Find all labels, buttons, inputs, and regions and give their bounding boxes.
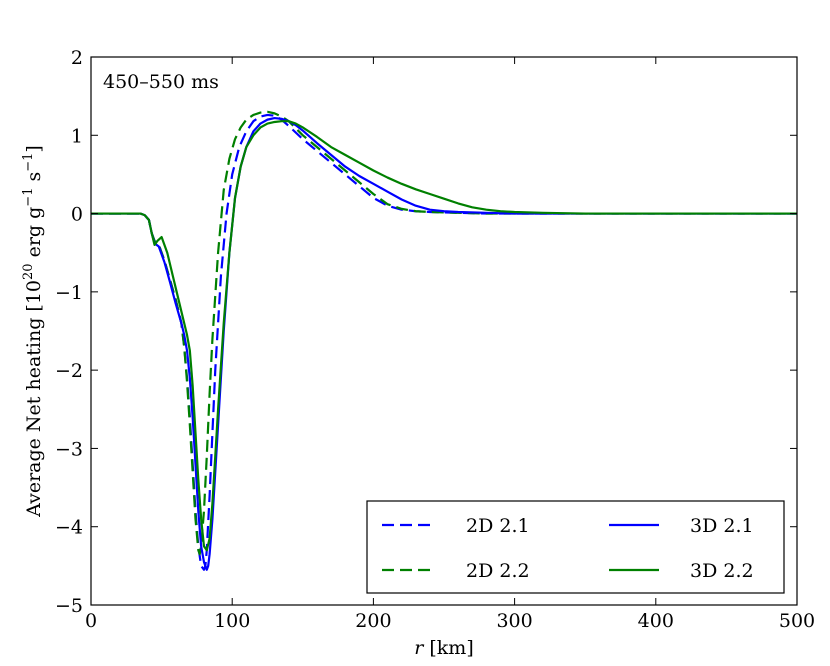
legend-label-2d-2-1: 2D 2.1 [466,515,530,537]
y-axis-label-exp1: 20 [21,263,36,280]
legend-label-3d-2-1: 3D 2.1 [690,515,754,537]
legend: 2D 2.1 2D 2.2 3D 2.1 3D 2.2 [366,500,785,594]
x-axis-label: r [km] [414,637,474,659]
x-tick-label: 500 [779,610,815,632]
series-layer [91,110,797,571]
y-axis-label: Average Net heating [1020 erg g−1 s−1] [21,145,45,518]
x-tick-label: 400 [638,610,674,632]
time-window-annotation: 450–550 ms [103,71,219,93]
x-axis-var: r [414,637,425,659]
x-tick-label: 200 [355,610,391,632]
y-axis-label-exp3: −1 [21,153,36,172]
y-axis-label-exp2: −1 [21,188,36,207]
y-tick-label: −1 [55,282,83,304]
y-tick-label: −4 [55,517,83,539]
y-tick-label: 2 [71,47,83,69]
x-tick-label: 100 [214,610,250,632]
plot-frame [90,56,798,606]
y-tick-label: −5 [55,595,83,617]
x-axis-unit: [km] [423,637,473,659]
x-tick-label: 300 [496,610,532,632]
y-tick-label: 1 [71,125,83,147]
y-tick-label: −2 [55,360,83,382]
ticks-layer: 0 100 200 300 400 500 −5 −4 −3 −2 −1 0 1 2 [55,47,815,632]
x-tick-label: 0 [85,610,97,632]
legend-label-2d-2-2: 2D 2.2 [466,560,530,582]
y-axis-label-end: ] [23,145,45,152]
legend-box [366,500,785,594]
y-tick-label: −3 [55,438,83,460]
y-axis-label-part2: erg g [23,207,45,264]
y-axis-label-part1: Average Net heating [10 [23,280,45,518]
legend-label-3d-2-2: 3D 2.2 [690,560,754,582]
y-axis-label-part3: s [23,172,45,188]
y-tick-label: 0 [71,204,83,226]
series-line-3d-2-2 [91,120,797,552]
